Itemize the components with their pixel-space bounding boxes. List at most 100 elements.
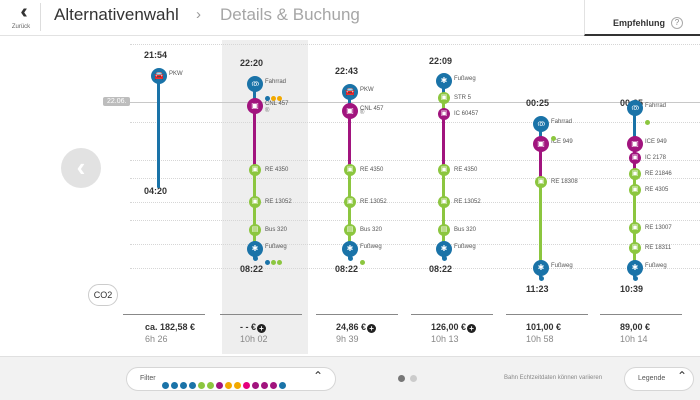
price-label[interactable]: 24,86 € + [336,322,377,333]
leg-label: Fahrrad [265,79,287,85]
walking-icon[interactable]: ✱ [247,241,263,257]
price-separator [411,314,493,315]
add-plus-icon[interactable]: + [257,324,267,333]
car-icon[interactable]: 🚘 [342,84,358,100]
train-icon[interactable]: ▣ [629,168,641,180]
walking-icon[interactable]: ✱ [627,260,643,276]
car-icon[interactable]: 🚘 [151,68,167,84]
train-icon[interactable]: ▣ [247,98,263,114]
train-icon[interactable]: ▣ [344,164,356,176]
train-icon[interactable]: ▣ [438,164,450,176]
leg-label: RE 13007 [645,225,672,231]
chevron-left-icon: ‹ [76,152,86,182]
walking-icon[interactable]: ✱ [342,241,358,257]
arrival-time: 11:23 [526,284,549,294]
destination-dot [441,256,447,261]
train-icon[interactable]: ▣ [629,152,641,164]
route-segment [348,204,351,232]
leg-label: Fußweg [645,263,667,269]
leg-label: Bus 320 [265,227,288,233]
leg-label: RE 13052 [265,199,292,205]
filter-dot [243,382,250,389]
walking-icon[interactable]: ✱ [436,73,452,89]
legend-button[interactable]: Legende ⌃ [624,367,694,391]
route-segment [633,192,636,230]
co2-toggle-button[interactable]: CO2 [88,284,118,306]
walking-icon[interactable]: ✱ [533,260,549,276]
train-icon[interactable]: ▣ [629,222,641,234]
travel-duration: 10h 14 [620,334,648,344]
grid-line [130,268,700,269]
header-bar: ‹‹ Zurück Alternativenwahl › Details & B… [0,0,700,36]
breadcrumb-next[interactable]: Details & Buchung [220,5,360,24]
chevron-up-icon: ⌃ [677,369,688,383]
reservation-icon: ® [265,108,270,114]
train-icon[interactable]: ▣ [438,108,450,120]
price-label[interactable]: - - € + [240,322,267,333]
price-value: 101,00 € [526,322,562,332]
destination-dot [538,276,544,281]
train-icon[interactable]: ▣ [533,136,549,152]
price-label[interactable]: 89,00 € [620,322,650,332]
filter-dot [216,382,223,389]
leg-label: RE 4305 [645,187,669,193]
leg-label: RE 4350 [360,167,384,173]
filter-button[interactable]: Filter ⌃ [126,367,336,391]
bicycle-icon[interactable]: ത [627,100,643,116]
destination-dot [632,276,638,281]
route-segment [442,172,445,204]
previous-connections-button[interactable]: ‹ [61,148,101,188]
train-icon[interactable]: ▣ [342,103,358,119]
route-segment [539,144,542,184]
add-plus-icon[interactable]: + [467,324,477,333]
train-icon[interactable]: ▣ [629,184,641,196]
train-icon[interactable]: ▣ [438,196,450,208]
train-icon[interactable]: ▣ [627,136,643,152]
day-boundary-line [108,102,700,103]
price-label[interactable]: 101,00 € [526,322,561,332]
tram-icon[interactable]: ▣ [438,92,450,104]
mode-dot [277,260,282,265]
departure-time: 22:43 [335,66,359,76]
leg-label: IC 60457 [454,111,479,117]
price-label[interactable]: ca. 182,58 € [145,322,195,332]
add-plus-icon[interactable]: + [367,324,377,333]
walking-icon[interactable]: ✱ [436,241,452,257]
train-icon[interactable]: ▣ [629,242,641,254]
grid-line [130,202,700,203]
leg-label: STR 5 [454,95,472,101]
arrival-time: 08:22 [429,264,453,274]
bus-icon[interactable]: ▤ [344,224,356,236]
mode-indicator-dots [551,128,557,141]
back-button[interactable]: ‹‹ Zurück [8,2,34,32]
bicycle-icon[interactable]: ത [247,76,263,92]
filter-dot [207,382,214,389]
recommendation-tab[interactable]: Empfehlung ? [584,0,700,36]
train-icon[interactable]: ▣ [249,196,261,208]
leg-label: RE 4350 [265,167,289,173]
train-icon[interactable]: ▣ [535,176,547,188]
leg-label: RE 18311 [645,245,672,251]
leg-label: Fußweg [454,76,476,82]
help-icon[interactable]: ? [671,17,683,29]
price-label[interactable]: 126,00 € + [431,322,477,333]
filter-dot [171,382,178,389]
bus-icon[interactable]: ▤ [249,224,261,236]
filter-dot [198,382,205,389]
departure-time: 21:54 [144,50,168,60]
price-separator [506,314,588,315]
arrival-time: 08:22 [335,264,359,274]
grid-line [130,122,700,123]
mode-dot [551,136,556,141]
bus-icon[interactable]: ▤ [438,224,450,236]
mode-dot [277,96,282,101]
mode-dot [265,96,270,101]
page-dot[interactable] [398,375,405,382]
route-segment [442,116,445,172]
train-icon[interactable]: ▣ [344,196,356,208]
train-icon[interactable]: ▣ [249,164,261,176]
leg-label: ICE 949 [551,139,573,145]
bicycle-icon[interactable]: ത [533,116,549,132]
page-dot[interactable] [410,375,417,382]
